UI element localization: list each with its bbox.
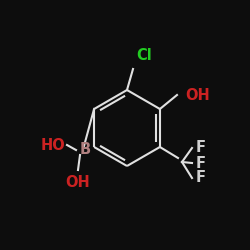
Text: OH: OH (66, 175, 90, 190)
Text: OH: OH (185, 88, 210, 102)
Text: F: F (196, 170, 206, 186)
Text: F: F (196, 156, 206, 170)
Text: HO: HO (40, 138, 65, 152)
Text: B: B (80, 142, 91, 158)
Text: Cl: Cl (136, 48, 152, 63)
Text: F: F (196, 140, 206, 156)
